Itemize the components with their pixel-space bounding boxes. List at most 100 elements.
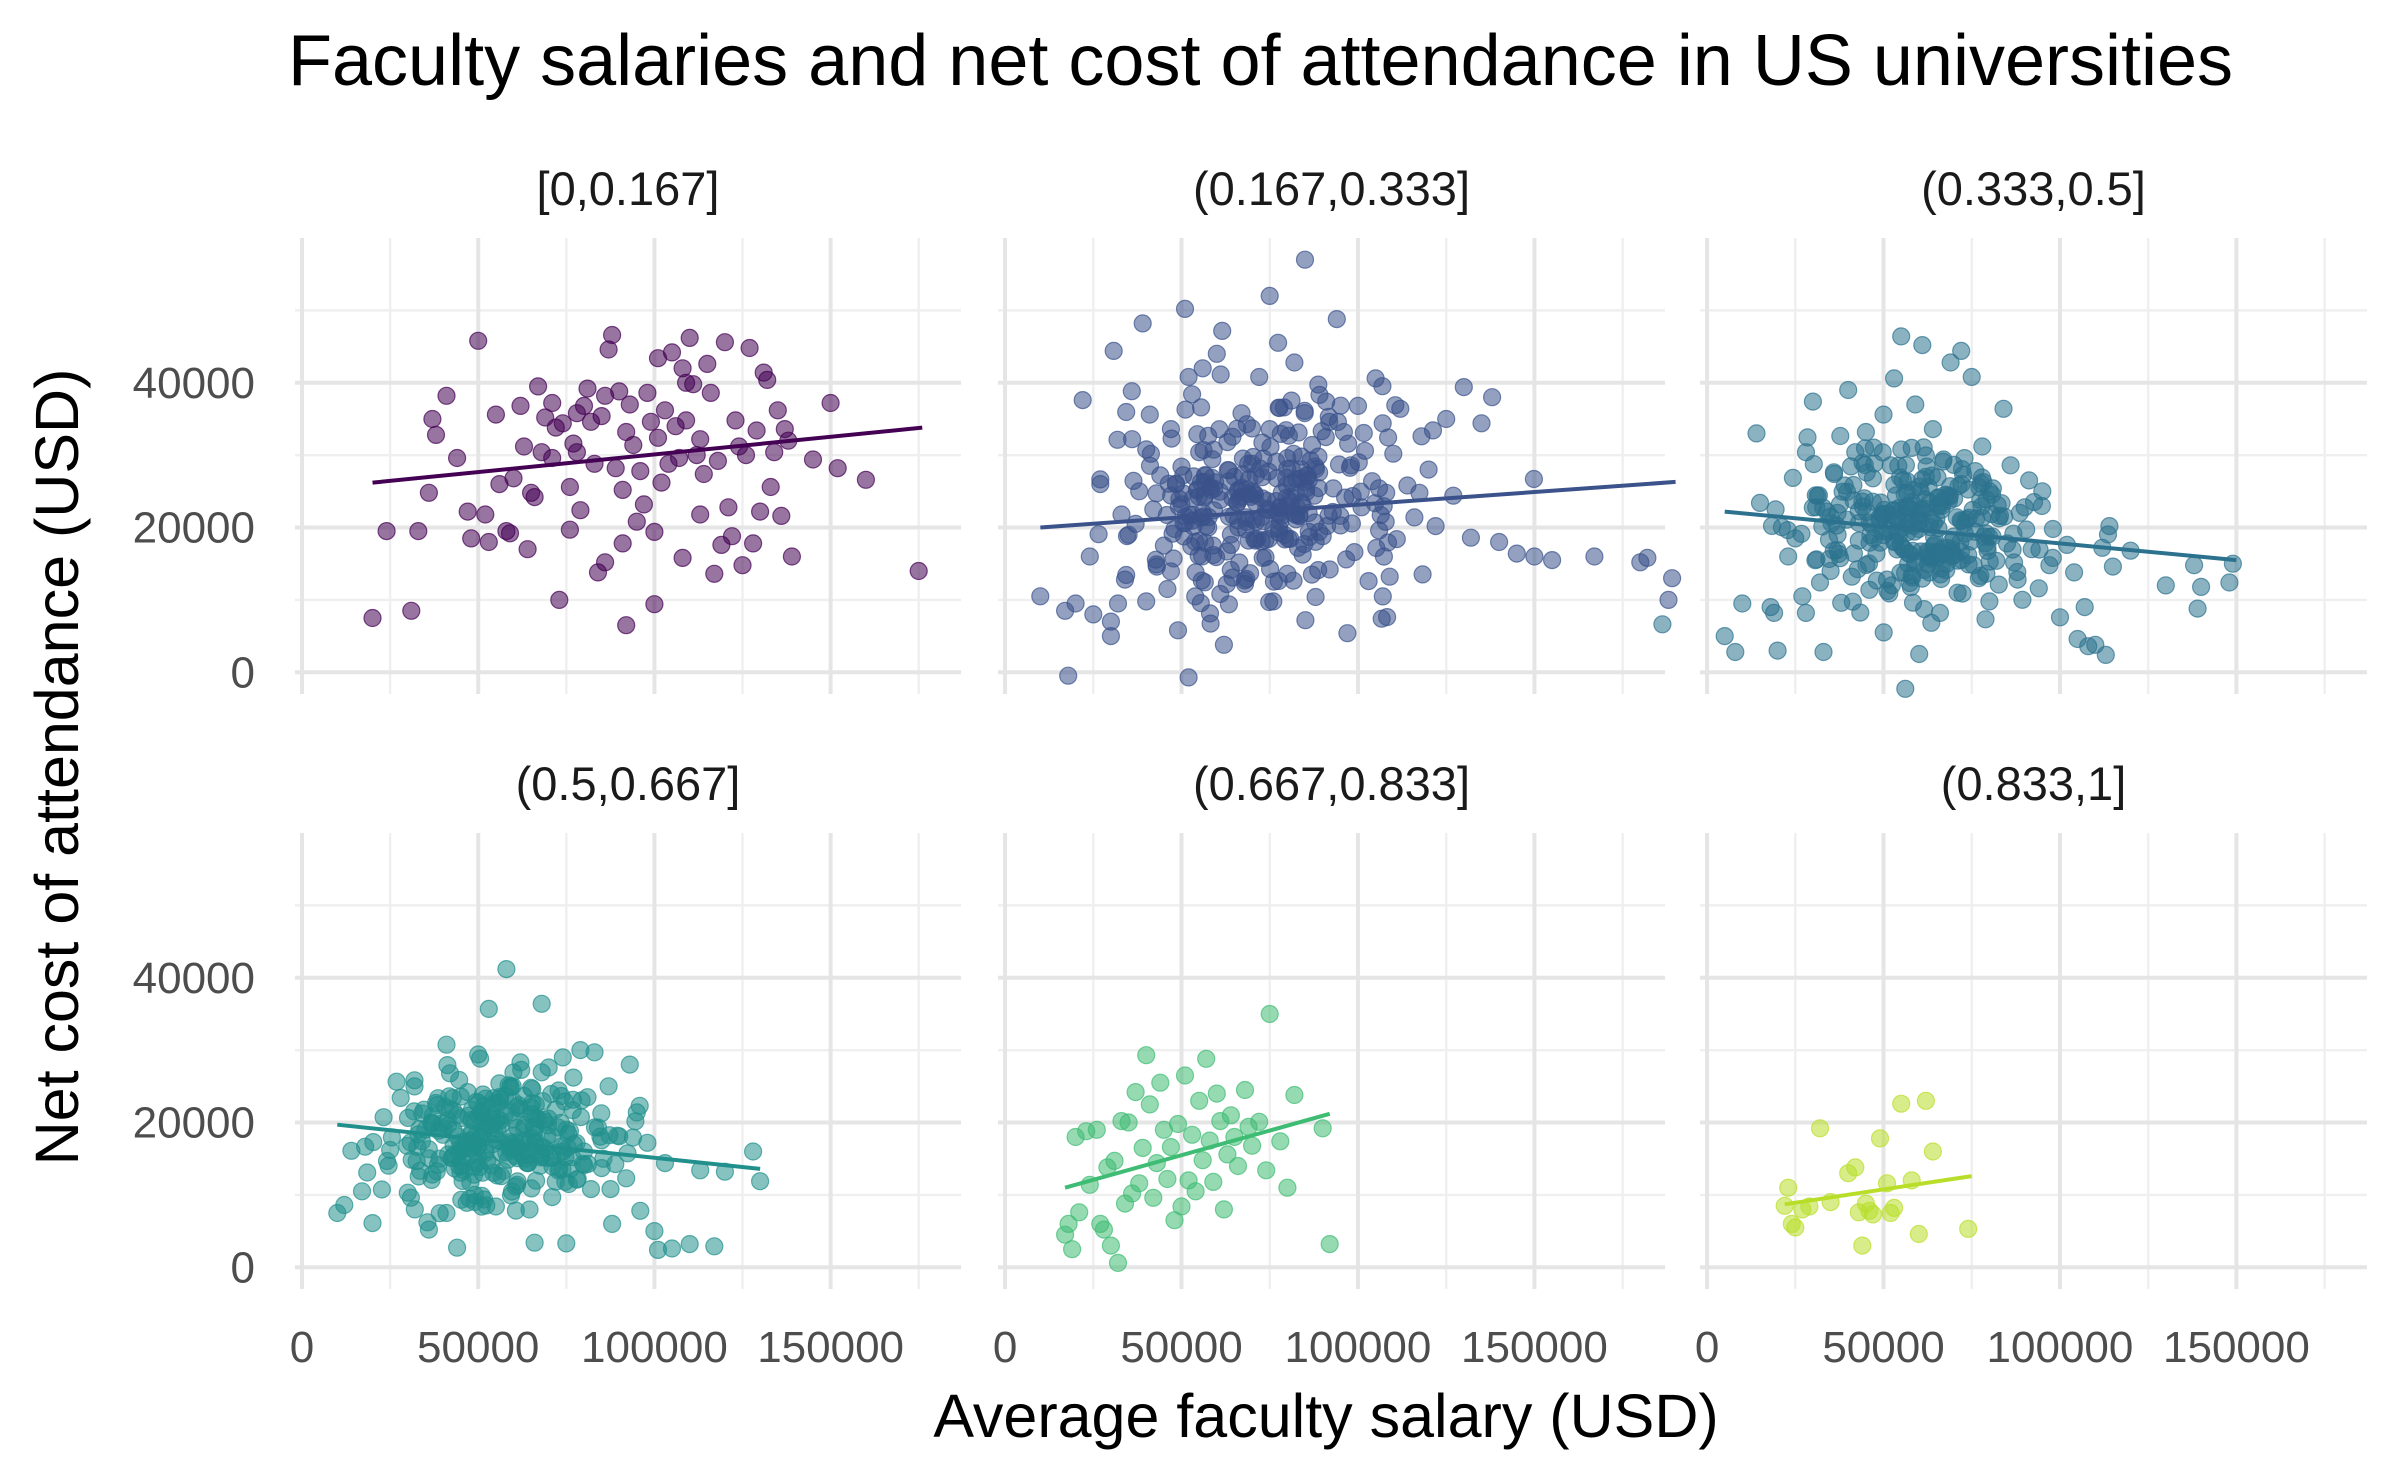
data-point [1747, 424, 1766, 443]
data-point [1374, 497, 1393, 516]
data-point [1922, 466, 1942, 485]
data-point [641, 412, 661, 431]
data-point [1101, 612, 1121, 631]
data-point [1117, 402, 1136, 422]
data-point [379, 1156, 398, 1175]
data-point [458, 502, 477, 521]
data-point [1824, 463, 1844, 482]
data-point [1419, 460, 1438, 479]
data-point [469, 331, 488, 350]
data-point [623, 1128, 643, 1147]
facet-label: (0.167,0.333] [1193, 162, 1470, 215]
data-point [1853, 1236, 1872, 1255]
data-point [1214, 1200, 1234, 1219]
data-point [2010, 503, 2029, 523]
data-point [1223, 489, 1242, 508]
data-point [504, 1063, 523, 1082]
data-point [1108, 594, 1128, 613]
trend-line [1784, 1174, 1973, 1207]
data-point [1168, 621, 1188, 640]
data-point [1227, 419, 1247, 438]
data-point [401, 1188, 420, 1207]
data-point [1359, 571, 1378, 591]
data-point [504, 469, 523, 488]
data-point [698, 354, 717, 373]
data-point [1962, 367, 1981, 387]
data-point [743, 1142, 763, 1161]
panel-3: (0.333,0.5] [1653, 162, 2367, 698]
y-tick-label: 20000 [133, 504, 255, 553]
data-point [1146, 550, 1166, 569]
data-point [1380, 567, 1399, 586]
data-point [645, 595, 664, 614]
y-tick-label: 20000 [133, 1099, 255, 1148]
data-point [448, 448, 467, 468]
data-point [518, 540, 537, 559]
data-point [500, 524, 520, 543]
data-point [1959, 1219, 1978, 1239]
data-point [1221, 1106, 1241, 1125]
data-point [1659, 590, 1678, 610]
data-point [574, 396, 594, 415]
data-point [592, 407, 611, 426]
data-point [1906, 395, 1925, 414]
data-point [645, 1221, 664, 1241]
data-point [1193, 1151, 1212, 1170]
data-point [352, 1182, 372, 1201]
y-tick-label: 0 [231, 1243, 255, 1292]
data-point [606, 459, 625, 478]
data-point [1892, 1094, 1911, 1113]
data-point [2098, 525, 2118, 544]
facet-label: [0,0.167] [537, 162, 720, 215]
data-point [2185, 556, 2204, 575]
data-point [719, 498, 738, 517]
data-point [423, 409, 442, 429]
data-point [701, 383, 720, 402]
data-point [1910, 644, 1929, 664]
data-point [1091, 470, 1110, 489]
data-point [638, 383, 657, 402]
data-point [595, 553, 615, 572]
data-point [2019, 471, 2039, 490]
data-point [1193, 503, 1213, 522]
data-point [1810, 1119, 1830, 1138]
data-point [1857, 555, 1876, 575]
data-point [1507, 544, 1526, 563]
data-point [1853, 497, 1873, 516]
data-point [1779, 547, 1798, 566]
data-point [479, 532, 498, 552]
data-point [1973, 437, 1992, 456]
data-point [909, 561, 928, 581]
data-point [761, 477, 780, 497]
data-point [1285, 1085, 1304, 1105]
data-point [1246, 466, 1266, 485]
data-point [1235, 571, 1254, 590]
data-point [443, 1148, 462, 1167]
data-point [1348, 396, 1368, 415]
data-point [1906, 552, 1925, 571]
y-tick-label: 0 [231, 648, 255, 697]
data-point [1312, 422, 1331, 441]
data-point [2065, 563, 2084, 582]
data-point [1454, 378, 1473, 397]
data-point [617, 1169, 636, 1188]
panel-2: (0.167,0.333] [998, 162, 1682, 694]
data-point [1952, 475, 1971, 494]
data-point [510, 1099, 530, 1118]
data-point [1101, 1236, 1121, 1255]
data-point [1203, 450, 1222, 469]
data-point [2220, 573, 2239, 592]
data-point [1386, 396, 1405, 415]
data-point [1108, 1253, 1128, 1273]
data-point [585, 1118, 605, 1137]
data-point [1863, 1205, 1883, 1224]
data-point [1319, 407, 1338, 426]
data-point [473, 1163, 492, 1182]
data-point [578, 1154, 598, 1174]
data-point [1182, 1125, 1202, 1144]
data-point [1141, 444, 1161, 463]
data-point [457, 1193, 476, 1212]
data-point [1733, 594, 1752, 613]
data-point [599, 1077, 618, 1096]
data-point [1798, 428, 1817, 447]
